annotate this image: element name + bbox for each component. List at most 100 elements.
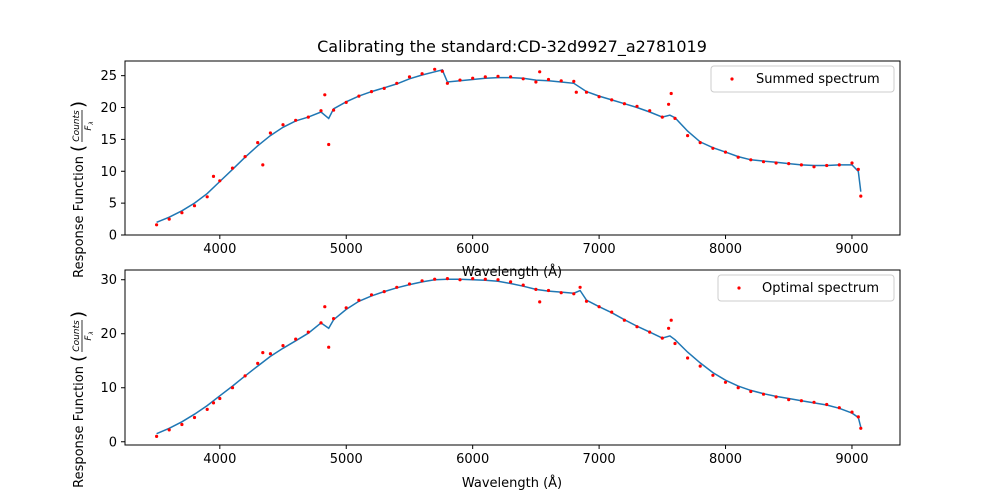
data-point [471, 76, 475, 80]
x-tick-label: 4000 [203, 242, 236, 257]
data-point [433, 277, 437, 281]
data-point [483, 75, 487, 79]
axes-frame [124, 60, 901, 236]
data-point [323, 93, 327, 97]
data-point [559, 79, 563, 83]
data-point [856, 167, 860, 171]
data-point [509, 75, 513, 79]
optimal-spectrum-plot: 4000 5000 6000 7000 8000 9000 0 10 20 30 Wavelen… [68, 269, 901, 491]
data-point [837, 406, 841, 410]
data-point [812, 400, 816, 404]
chart-title: Calibrating the standard:CD-32d9927_a278… [317, 37, 707, 57]
y-tick-label: 0 [109, 435, 117, 450]
y-ticks: 0 10 20 30 [100, 273, 125, 450]
x-tick-label: 8000 [709, 452, 742, 467]
data-point [761, 160, 766, 164]
data-point [686, 356, 690, 360]
data-point [597, 305, 601, 309]
data-point [669, 318, 673, 322]
data-point [268, 131, 272, 135]
data-point [856, 415, 860, 419]
y-tick-label: 5 [109, 197, 117, 212]
y-axis-label-paren-close: ) [68, 311, 89, 318]
data-point [749, 389, 753, 394]
data-point [243, 155, 247, 159]
data-point [825, 402, 829, 407]
data-point [433, 67, 437, 71]
x-tick-label: 5000 [330, 242, 363, 257]
y-tick-label: 20 [100, 327, 117, 342]
x-tick-label: 8000 [709, 242, 742, 257]
data-point [736, 386, 740, 390]
data-point [192, 415, 197, 420]
data-point [521, 283, 525, 287]
data-point [294, 118, 298, 122]
data-point [736, 155, 740, 159]
data-point [859, 426, 863, 430]
data-point [458, 78, 462, 82]
data-point [825, 163, 829, 168]
legend-box [717, 274, 895, 302]
data-point [167, 428, 171, 432]
data-point [787, 398, 791, 402]
y-axis-label-paren-open: ( [68, 355, 89, 362]
data-point [281, 344, 285, 348]
data-point [327, 142, 331, 147]
data-point [635, 104, 639, 108]
data-point [850, 410, 854, 414]
data-point [578, 285, 582, 289]
legend-label: Optimal spectrum [762, 281, 879, 296]
data-point [610, 98, 614, 102]
data-point [192, 204, 197, 208]
x-tick-label: 4000 [203, 452, 236, 467]
data-point [306, 115, 310, 119]
y-tick-label: 30 [100, 273, 117, 288]
data-point [538, 300, 542, 304]
y-axis-label-denominator: F [84, 335, 94, 341]
data-point [471, 277, 475, 281]
x-tick-label: 7000 [583, 242, 616, 257]
y-axis-label-text: Response Function [72, 366, 87, 488]
y-tick-label: 15 [100, 133, 117, 148]
data-point [319, 321, 323, 325]
data-point [648, 330, 652, 334]
data-point [667, 326, 671, 330]
data-point [546, 77, 551, 82]
data-point [420, 279, 424, 283]
data-point [440, 69, 444, 73]
data-point [761, 392, 766, 396]
plot-marks [155, 67, 863, 227]
data-point [407, 282, 412, 286]
data-point [698, 141, 702, 145]
data-point [357, 298, 361, 302]
data-point [673, 116, 677, 120]
data-point [711, 373, 715, 377]
y-axis-label-paren-close: ) [68, 101, 89, 108]
data-point [574, 90, 578, 94]
y-axis-label-subscript: λ [88, 121, 95, 126]
data-point [584, 90, 589, 94]
data-point [261, 351, 265, 355]
legend: Summed spectrum [710, 65, 895, 93]
y-axis-label: Response Function ( Counts F λ ) [68, 311, 95, 488]
data-point [509, 280, 513, 284]
data-point [420, 72, 424, 76]
data-point [319, 109, 323, 113]
data-point [344, 306, 348, 310]
data-point [837, 163, 841, 167]
y-axis-label-denominator: F [84, 125, 94, 131]
data-point [669, 91, 673, 96]
data-point [306, 330, 310, 334]
data-point [660, 336, 664, 340]
data-point [538, 70, 542, 74]
data-point [211, 401, 216, 405]
legend-label: Summed spectrum [756, 72, 880, 87]
data-point [230, 166, 235, 170]
data-point [445, 277, 449, 281]
data-point [332, 108, 336, 112]
data-point [369, 90, 374, 94]
data-point [534, 287, 538, 291]
data-point [673, 341, 677, 346]
data-point [850, 161, 854, 165]
data-point [622, 318, 627, 322]
